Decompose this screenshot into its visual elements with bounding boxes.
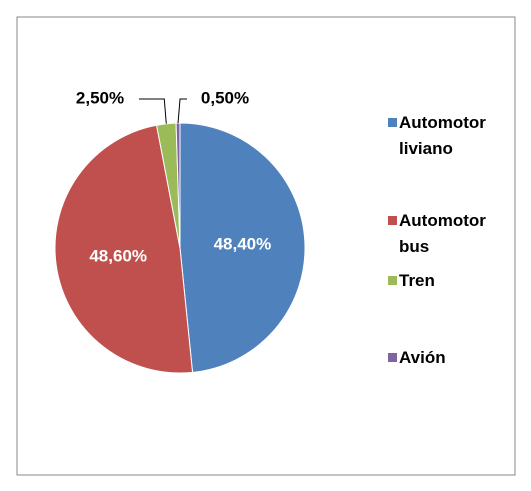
pie-slice <box>179 122 306 373</box>
legend-swatch <box>388 276 397 285</box>
leader-line <box>139 98 167 124</box>
legend-label: Avión <box>399 348 446 367</box>
data-label: 48,60% <box>89 246 147 265</box>
legend-label: Tren <box>399 271 435 290</box>
legend-swatch <box>388 118 397 127</box>
legend-item: Avión <box>388 345 513 371</box>
legend-item: Automotor liviano <box>388 110 513 162</box>
data-label: 2,50% <box>76 88 124 107</box>
data-label: 0,50% <box>201 88 249 107</box>
data-label: 48,40% <box>214 234 272 253</box>
pie-slice <box>54 124 194 374</box>
legend-item: Automotor bus <box>388 208 513 260</box>
legend-item: Tren <box>388 268 513 294</box>
pie-slice <box>175 122 181 249</box>
legend-swatch <box>388 216 397 225</box>
leader-line <box>177 98 187 124</box>
legend-swatch <box>388 353 397 362</box>
legend-label: Automotor liviano <box>399 113 486 158</box>
legend-label: Automotor bus <box>399 211 486 256</box>
